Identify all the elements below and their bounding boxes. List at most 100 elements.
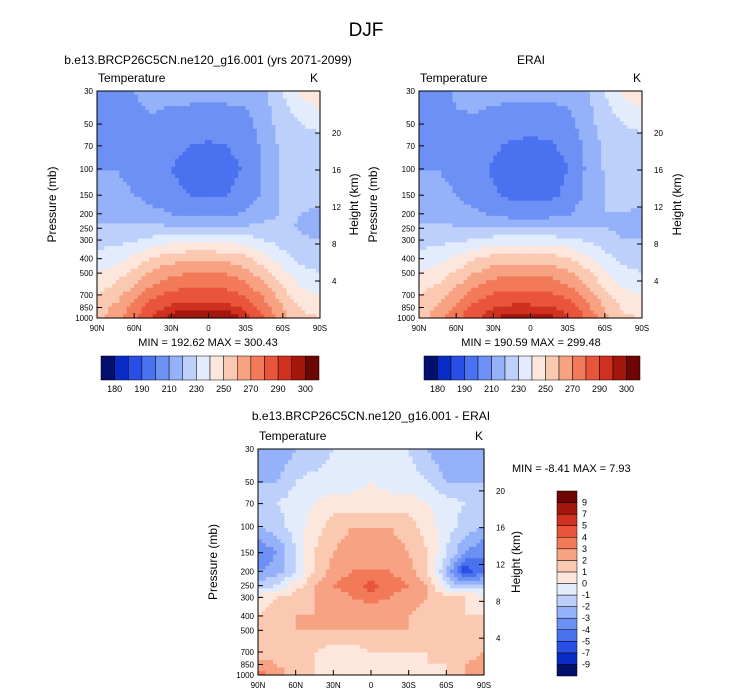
heatmap-cell [271,113,276,119]
heatmap-cell [245,109,250,115]
heatmap-cell [193,121,198,126]
heatmap-cell [586,106,591,111]
heatmap-cell [256,200,262,206]
heatmap-cell [219,136,224,141]
heatmap-cell [541,128,546,134]
heatmap-cell [282,200,288,206]
heatmap-cell [275,170,280,175]
heatmap-cell [145,227,150,232]
heatmap-cell [271,136,276,141]
heatmap-cell [171,215,176,221]
heatmap-cell [567,91,572,96]
heatmap-cell [111,219,117,225]
heatmap-cell [552,91,558,96]
heatmap-cell [249,159,254,164]
heatmap-cell [160,136,165,141]
heatmap-cell [234,283,239,289]
heatmap-cell [293,314,299,319]
heatmap-cell [201,242,206,247]
heatmap-cell [160,234,165,240]
heatmap-cell [615,132,621,137]
heatmap-cell [134,291,139,296]
heatmap-cell [245,261,250,266]
heatmap-cell [474,94,480,100]
heatmap-cell [575,147,580,153]
heatmap-cell [563,132,569,137]
heatmap-cell [549,121,554,126]
heatmap-cell [267,291,273,296]
heatmap-cell [104,181,109,187]
heatmap-cell [201,102,206,107]
heatmap-cell [256,204,262,209]
heatmap-cell [534,106,539,111]
heatmap-cell [208,143,213,149]
heatmap-cell [126,268,132,274]
heatmap-cell [201,208,206,213]
heatmap-cell [97,253,102,259]
heatmap-cell [301,189,306,194]
heatmap-cell [308,117,314,122]
heatmap-cell [219,147,224,153]
heatmap-cell [126,272,132,277]
heatmap-cell [167,166,172,172]
heatmap-cell [582,125,587,130]
heatmap-cell [167,238,172,243]
heatmap-cell [156,253,161,259]
heatmap-cell [467,147,472,153]
heatmap-cell [575,102,580,107]
heatmap-cell [212,143,217,149]
heatmap-cell [271,276,276,281]
heatmap-cell [478,98,483,103]
heatmap-cell [301,268,306,274]
heatmap-cell [215,159,221,164]
heatmap-cell [593,159,598,164]
heatmap-cell [167,295,172,300]
heatmap-cell [215,242,221,247]
heatmap-cell [167,310,172,315]
heatmap-cell [497,151,502,156]
heatmap-cell [478,109,483,115]
heatmap-cell [160,196,165,202]
heatmap-cell [163,132,169,137]
heatmap-cell [219,151,224,156]
heatmap-cell [130,234,135,240]
heatmap-cell [634,106,639,111]
heatmap-cell [282,265,288,270]
heatmap-cell [208,283,213,289]
heatmap-cell [219,113,224,119]
heatmap-cell [308,166,314,172]
heatmap-cell [152,238,158,243]
heatmap-cell [301,174,306,179]
heatmap-cell [204,253,210,259]
heatmap-cell [463,143,468,149]
heatmap-cell [297,215,303,221]
heatmap-cell [108,196,113,202]
heatmap-cell [193,98,198,103]
heatmap-cell [227,238,232,243]
heatmap-cell [175,272,180,277]
heatmap-cell [97,261,102,266]
heatmap-cell [264,208,269,213]
heatmap-cell [249,246,254,251]
heatmap-cell [267,314,273,319]
heatmap-cell [275,117,280,122]
heatmap-cell [182,257,187,262]
heatmap-cell [530,155,535,160]
heatmap-cell [241,159,247,164]
heatmap-cell [137,261,143,266]
heatmap-cell [215,162,221,168]
heatmap-cell [282,147,288,153]
heatmap-cell [212,200,217,206]
heatmap-cell [275,219,280,225]
heatmap-cell [149,306,154,312]
heatmap-cell [282,117,288,122]
heatmap-cell [253,181,258,187]
heatmap-cell [260,261,265,266]
heatmap-cell [104,230,109,236]
heatmap-cell [500,151,506,156]
heatmap-cell [156,227,161,232]
heatmap-cell [223,283,228,289]
heatmap-cell [541,143,546,149]
heatmap-cell [452,166,457,172]
heatmap-cell [478,151,483,156]
